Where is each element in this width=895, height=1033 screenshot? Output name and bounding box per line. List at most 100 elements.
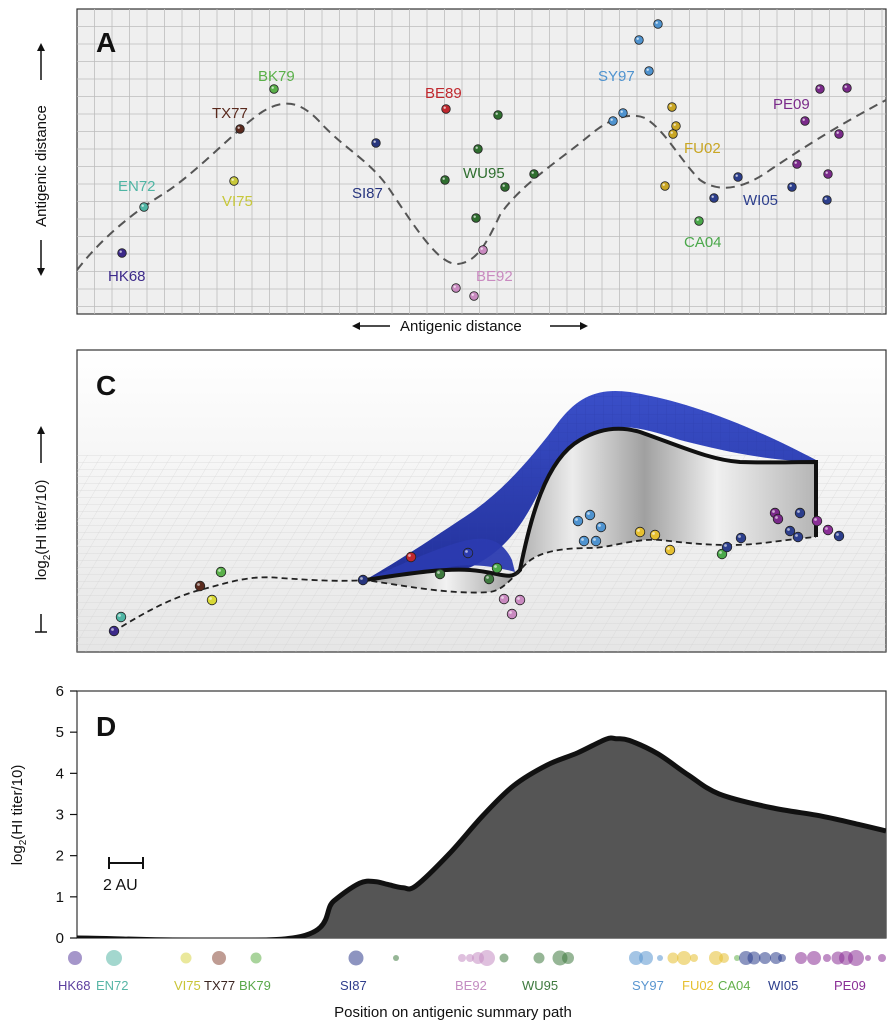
point-highlight (218, 569, 221, 572)
category-label: HK68 (58, 978, 91, 993)
x-axis-arrows-a (352, 322, 588, 330)
strain-point-3d (735, 532, 747, 544)
strain-point (371, 138, 381, 148)
point-highlight (531, 171, 534, 174)
strain-dot (709, 951, 723, 965)
point-highlight (775, 516, 778, 519)
y-axis-arrows-c (35, 426, 47, 633)
panel-c-letter: C (96, 370, 116, 401)
strain-label: BE89 (425, 85, 462, 102)
strain-point (671, 121, 681, 131)
point-highlight (581, 538, 584, 541)
point-highlight (509, 611, 512, 614)
strain-dot (878, 954, 886, 962)
point-highlight (738, 535, 741, 538)
point-highlight (501, 596, 504, 599)
strain-point-3d (206, 594, 218, 606)
strain-point (792, 159, 802, 169)
strain-point-3d (811, 515, 823, 527)
strain-point-3d (405, 551, 417, 563)
strain-point-3d (578, 535, 590, 547)
y-axis-label-d: log2(HI titer/10) (9, 765, 29, 866)
strain-point (117, 248, 127, 258)
point-highlight (443, 106, 446, 109)
panel-d-letter: D (96, 711, 116, 742)
point-highlight (587, 512, 590, 515)
point-highlight (825, 171, 828, 174)
panel-d-y-ticks: 0 1 2 3 4 5 6 (56, 683, 77, 947)
strain-label: BE92 (476, 268, 513, 285)
strain-point (139, 202, 149, 212)
strain-point (469, 291, 479, 301)
strain-dot (479, 950, 495, 966)
point-highlight (517, 597, 520, 600)
strain-point-3d (822, 524, 834, 536)
point-highlight (802, 118, 805, 121)
point-highlight (437, 571, 440, 574)
point-highlight (494, 565, 497, 568)
point-highlight (789, 184, 792, 187)
strain-point (822, 195, 832, 205)
category-label: BK79 (239, 978, 271, 993)
point-highlight (667, 547, 670, 550)
strain-dot (747, 951, 761, 965)
point-highlight (662, 183, 665, 186)
category-label: SI87 (340, 978, 367, 993)
strain-dot (393, 955, 399, 961)
point-highlight (795, 534, 798, 537)
point-highlight (473, 215, 476, 218)
point-highlight (209, 597, 212, 600)
titer-line (77, 735, 886, 938)
point-highlight (814, 518, 817, 521)
point-highlight (197, 583, 200, 586)
strain-point-3d (483, 573, 495, 585)
strain-dot (250, 952, 262, 964)
category-label: CA04 (718, 978, 751, 993)
strain-point-3d (784, 525, 796, 537)
strain-point-3d (649, 529, 661, 541)
strain-point (823, 169, 833, 179)
strain-point (694, 216, 704, 226)
point-highlight (442, 177, 445, 180)
point-highlight (836, 533, 839, 536)
strain-dot (719, 953, 729, 963)
strain-point (800, 116, 810, 126)
strain-point (709, 193, 719, 203)
strain-label: CA04 (684, 234, 722, 251)
strain-point (493, 110, 503, 120)
point-highlight (610, 118, 613, 121)
y-tick-label: 2 (56, 848, 64, 865)
strain-dot (759, 952, 771, 964)
strain-point (229, 176, 239, 186)
strain-dot (865, 955, 871, 961)
strain-point (667, 102, 677, 112)
strain-point-3d (115, 611, 127, 623)
strain-point-3d (584, 509, 596, 521)
panel-a-background (76, 8, 887, 315)
category-label: WU95 (522, 978, 558, 993)
titer-surface-lobe (365, 538, 515, 581)
point-highlight (495, 112, 498, 115)
strain-dot (466, 954, 474, 962)
point-highlight (637, 529, 640, 532)
strain-dot (68, 951, 82, 965)
category-label: VI75 (174, 978, 201, 993)
strain-point-3d (664, 544, 676, 556)
point-highlight (480, 247, 483, 250)
strain-dot (690, 954, 698, 962)
category-label: FU02 (682, 978, 714, 993)
strain-label: WU95 (463, 165, 505, 182)
x-axis-label-a: Antigenic distance (400, 318, 522, 335)
strain-dot (823, 954, 831, 962)
point-highlight (724, 544, 727, 547)
strain-point (440, 175, 450, 185)
point-highlight (598, 524, 601, 527)
strain-point-3d (462, 547, 474, 559)
strain-point (471, 213, 481, 223)
point-highlight (825, 527, 828, 530)
strain-point (269, 84, 279, 94)
y-axis-label-c: log2(HI titer/10) (33, 480, 53, 581)
strain-point (634, 35, 644, 45)
strain-point (834, 129, 844, 139)
